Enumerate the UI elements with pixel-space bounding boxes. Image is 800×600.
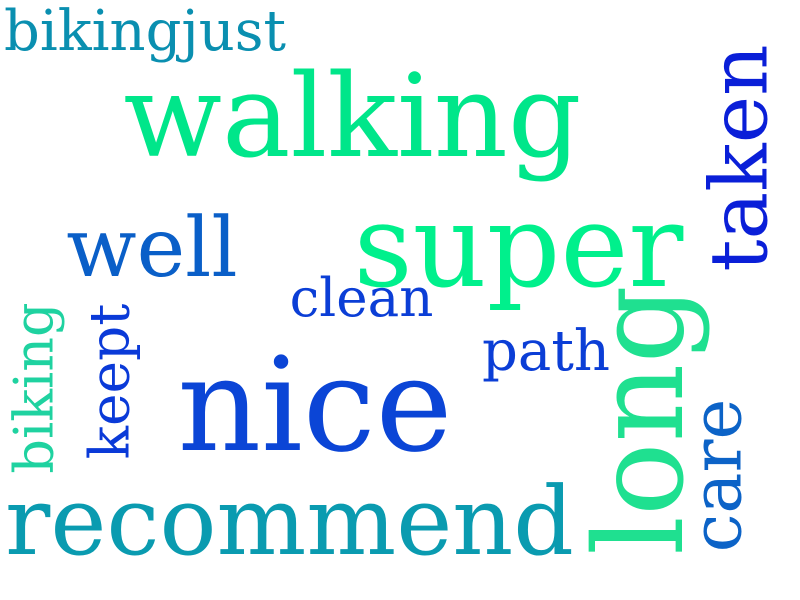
word-biking: biking [3,302,66,474]
word-super: super [353,180,684,314]
word-well: well [66,201,238,296]
word-nice: nice [177,329,453,481]
word-recommend: recommend [5,467,574,578]
word-walking: walking [123,50,582,184]
word-keept: keept [77,303,141,460]
word-taken: taken [693,43,786,272]
word-path: path [482,319,610,385]
word-clean: clean [289,268,434,329]
word-bikingjust: bikingjust [4,0,286,65]
word-care: care [676,398,757,552]
